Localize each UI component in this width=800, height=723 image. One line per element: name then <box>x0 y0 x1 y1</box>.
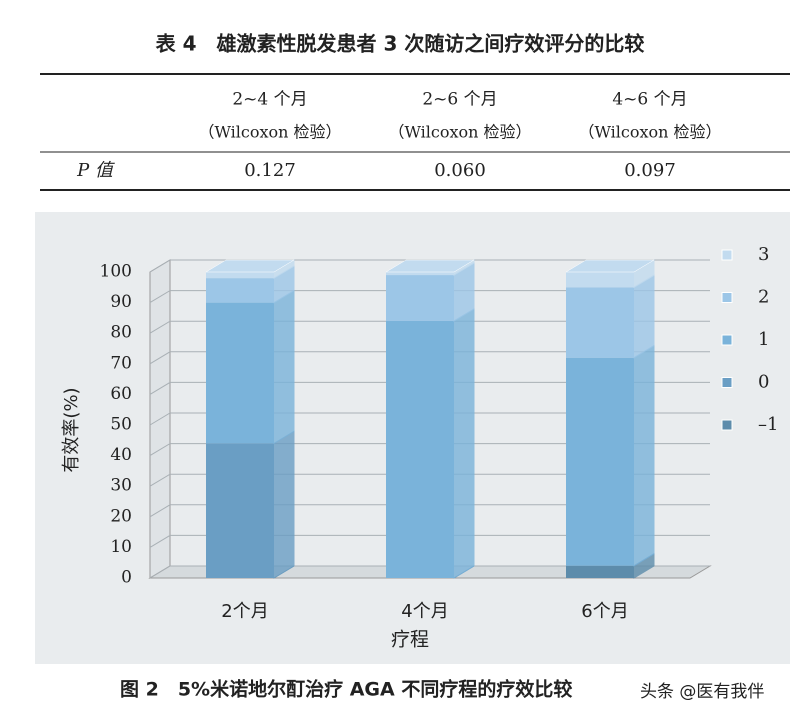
row-label: P 值 <box>76 160 116 181</box>
y-tick-label: 30 <box>110 476 132 496</box>
y-tick-label: 0 <box>121 568 132 588</box>
grid-line <box>149 412 710 426</box>
legend-label: 0 <box>758 372 769 393</box>
column-header: 4~6 个月 <box>612 90 687 110</box>
bar-segment <box>566 357 634 566</box>
legend-swatch <box>721 292 733 303</box>
y-tick-label: 60 <box>110 384 132 404</box>
legend-label: –1 <box>758 414 778 435</box>
column-subheader: （Wilcoxon 检验） <box>578 123 721 142</box>
bar-side <box>453 308 475 579</box>
grid-line <box>149 443 710 457</box>
column-subheader: （Wilcoxon 检验） <box>198 123 341 142</box>
bar-segment <box>206 272 274 279</box>
y-axis-label: 有效率(%) <box>61 387 82 472</box>
bar-segment <box>386 272 454 276</box>
bar-segment <box>206 278 274 303</box>
watermark: 头条 @医有我伴 <box>640 682 764 702</box>
bar-segment <box>566 287 634 358</box>
grid-line <box>149 473 710 487</box>
legend-swatch <box>721 377 733 388</box>
y-tick-label: 70 <box>110 353 132 373</box>
bar-segment <box>386 275 454 321</box>
table-title: 表 4 雄激素性脱发患者 3 次随访之间疗效评分的比较 <box>156 32 645 56</box>
legend-label: 2 <box>758 287 769 308</box>
grid-line <box>149 351 710 365</box>
column-subheader: （Wilcoxon 检验） <box>388 123 531 142</box>
y-tick-label: 40 <box>110 445 132 465</box>
legend-swatch <box>721 419 733 431</box>
grid-line <box>149 290 710 304</box>
x-tick-label: 6个月 <box>581 601 628 622</box>
bar-side <box>273 430 295 579</box>
grid-line <box>149 565 710 579</box>
bar-segment <box>566 565 634 578</box>
y-tick-label: 90 <box>110 292 132 312</box>
y-tick-label: 20 <box>110 506 132 526</box>
grid-line <box>149 259 710 273</box>
bar-segment <box>206 443 274 578</box>
bar-side <box>273 289 295 445</box>
y-tick-label: 50 <box>110 415 132 435</box>
grid-line <box>149 504 710 518</box>
column-header: 2~4 个月 <box>232 90 307 110</box>
legend-label: 3 <box>758 244 769 265</box>
table-cell: 0.097 <box>624 160 676 181</box>
bar-top <box>205 259 295 273</box>
table-cell: 0.127 <box>244 160 296 181</box>
table-cell: 0.060 <box>434 160 486 181</box>
bar-top <box>565 259 655 273</box>
bar-top <box>385 259 475 273</box>
y-tick-label: 80 <box>110 323 132 343</box>
y-tick-label: 100 <box>100 262 132 282</box>
column-header: 2~6 个月 <box>422 90 497 110</box>
bar-side <box>633 344 655 567</box>
legend-label: 1 <box>758 329 769 350</box>
x-tick-label: 2个月 <box>221 601 268 622</box>
x-axis-label: 疗程 <box>391 629 429 651</box>
bar-segment <box>386 320 454 578</box>
bar-side <box>633 274 655 359</box>
y-tick-label: 10 <box>110 537 132 557</box>
bar-segment <box>566 272 634 288</box>
legend-swatch <box>721 334 733 346</box>
legend-swatch <box>721 249 733 261</box>
grid-line <box>149 381 710 395</box>
grid-line <box>149 320 710 334</box>
grid-line <box>149 534 710 548</box>
figure-caption: 图 2 5%米诺地尔酊治疗 AGA 不同疗程的疗效比较 <box>120 678 572 701</box>
bar-segment <box>206 302 274 444</box>
x-tick-label: 4个月 <box>401 601 448 622</box>
